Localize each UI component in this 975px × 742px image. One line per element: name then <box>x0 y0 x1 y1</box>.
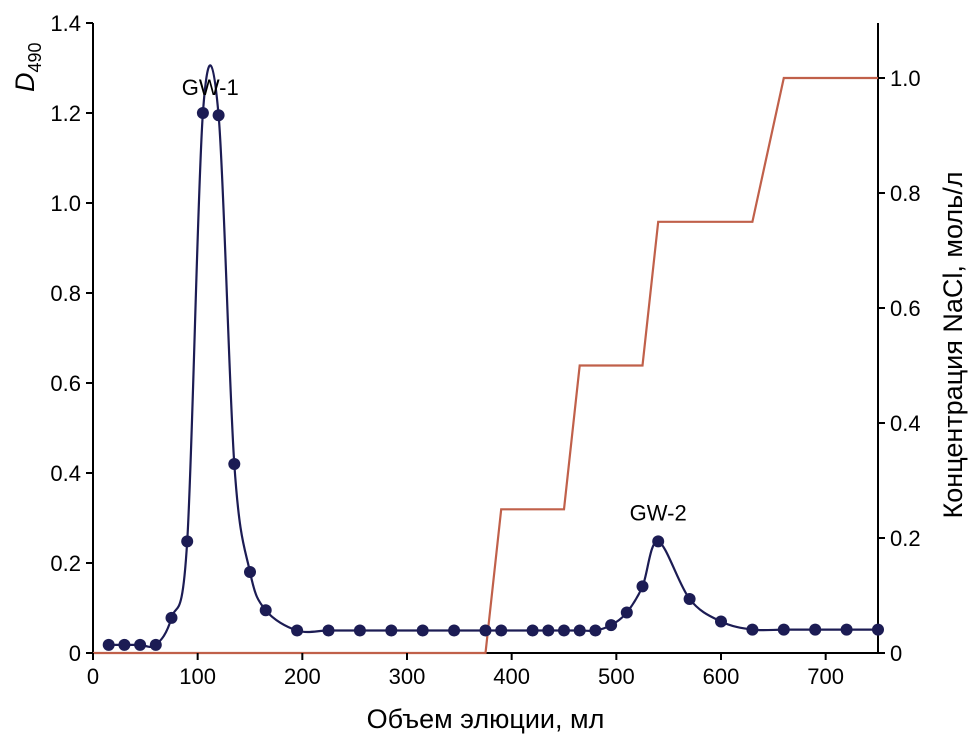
plot-frame <box>92 23 879 654</box>
absorbance-point <box>872 623 884 636</box>
peak-label: GW-1 <box>182 75 239 100</box>
absorbance-point <box>652 535 665 548</box>
nacl-gradient-layer <box>93 76 878 655</box>
y-tick-label: 0.2 <box>50 551 81 576</box>
y2-tick-label: 0 <box>890 641 902 666</box>
absorbance-markers-layer <box>102 107 884 651</box>
x-tick-label: 700 <box>807 664 844 689</box>
absorbance-point <box>589 624 602 637</box>
y2-tick-label: 0.4 <box>890 411 921 436</box>
y2-tick-label: 0.8 <box>890 181 921 206</box>
ticks-layer: 0 100 200 300 400 500 600 700 0 0.2 0.4 0.6 0.8 1.0 1.… <box>50 11 920 689</box>
x-tick-label: 0 <box>87 664 99 689</box>
y-axis-title-subscript: 490 <box>25 42 45 72</box>
x-tick-label: 400 <box>493 664 530 689</box>
absorbance-point <box>134 638 147 651</box>
x-axis-title: Объем элюции, мл <box>367 704 605 734</box>
absorbance-point <box>715 615 727 628</box>
absorbance-point <box>620 606 633 619</box>
absorbance-point <box>149 638 162 651</box>
absorbance-point <box>636 580 649 593</box>
absorbance-point <box>448 624 461 637</box>
x-tick-label: 500 <box>598 664 635 689</box>
absorbance-point <box>322 624 335 637</box>
absorbance-point <box>196 107 209 119</box>
peak-label: GW-2 <box>630 500 687 525</box>
y-tick-label: 1.2 <box>50 101 81 126</box>
x-tick-label: 600 <box>703 664 740 689</box>
absorbance-point <box>353 624 366 637</box>
absorbance-point <box>228 458 241 470</box>
absorbance-line <box>108 64 878 648</box>
absorbance-point <box>605 619 618 632</box>
y-tick-label: 0.6 <box>50 371 81 396</box>
absorbance-point <box>416 624 429 637</box>
absorbance-point <box>259 604 272 617</box>
y2-tick-label: 0.6 <box>890 296 921 321</box>
x-tick-label: 200 <box>284 664 321 689</box>
y-axis-title-main: D <box>10 73 40 93</box>
y2-axis-title: Концентрация NaCl, моль/л <box>938 172 968 519</box>
absorbance-point <box>479 624 492 637</box>
absorbance-point <box>840 623 853 636</box>
absorbance-point <box>558 624 570 637</box>
absorbance-point <box>573 624 586 637</box>
labels-layer: GW-1 GW-2 Объем элюции, мл D490 Концентрация… <box>10 42 968 734</box>
x-tick-label: 300 <box>389 664 426 689</box>
absorbance-curve-layer <box>108 64 878 648</box>
y-tick-label: 0.4 <box>50 461 81 486</box>
absorbance-point <box>102 638 115 651</box>
absorbance-point <box>526 624 539 637</box>
absorbance-point <box>291 624 304 637</box>
absorbance-point <box>683 593 696 605</box>
nacl-gradient-line <box>93 76 878 655</box>
absorbance-point <box>746 623 759 636</box>
absorbance-point <box>212 109 225 122</box>
absorbance-point <box>385 624 398 637</box>
y-tick-label: 1.4 <box>50 11 81 36</box>
x-tick-label: 100 <box>179 664 216 689</box>
absorbance-point <box>777 623 790 636</box>
absorbance-point <box>542 624 555 637</box>
y-tick-label: 1.0 <box>50 191 81 216</box>
y-axis-title: D490 <box>10 42 45 92</box>
y2-tick-label: 0.2 <box>890 526 921 551</box>
y-tick-label: 0 <box>69 641 81 666</box>
absorbance-point <box>165 611 178 624</box>
absorbance-point <box>118 638 131 651</box>
absorbance-point <box>181 535 194 548</box>
y-tick-label: 0.8 <box>50 281 81 306</box>
absorbance-point <box>495 624 508 637</box>
absorbance-point <box>809 623 822 636</box>
y2-tick-label: 1.0 <box>890 66 921 91</box>
absorbance-point <box>244 566 256 578</box>
